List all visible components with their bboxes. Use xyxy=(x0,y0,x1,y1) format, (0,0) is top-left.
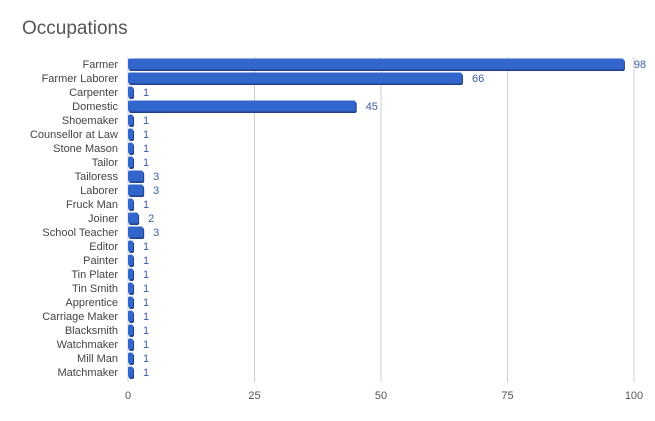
category-label: Painter xyxy=(83,255,118,267)
category-label: School Teacher xyxy=(42,227,118,239)
bar-matchmaker xyxy=(128,366,134,378)
bar-domestic xyxy=(128,100,356,112)
category-label: Matchmaker xyxy=(57,367,118,379)
data-label: 1 xyxy=(143,115,149,127)
category-label: Editor xyxy=(89,241,118,253)
category-label: Counsellor at Law xyxy=(30,129,118,141)
bar-carriage-maker xyxy=(128,310,134,322)
x-tick-label: 100 xyxy=(625,390,643,402)
data-label: 45 xyxy=(366,101,378,113)
category-label: Carriage Maker xyxy=(42,311,118,323)
bar-editor xyxy=(128,240,134,252)
category-label: Farmer xyxy=(83,59,119,71)
category-label: Fruck Man xyxy=(66,199,118,211)
bar-laborer xyxy=(128,184,144,196)
data-label: 1 xyxy=(143,255,149,267)
data-label: 66 xyxy=(472,73,484,85)
data-label: 98 xyxy=(634,59,646,71)
data-label: 1 xyxy=(143,87,149,99)
x-tick-label: 0 xyxy=(125,390,131,402)
bar-carpenter xyxy=(128,86,134,98)
data-label: 1 xyxy=(143,283,149,295)
bar-farmer xyxy=(128,58,624,70)
data-label: 2 xyxy=(148,213,154,225)
category-label: Stone Mason xyxy=(53,143,118,155)
data-label: 1 xyxy=(143,157,149,169)
category-label: Watchmaker xyxy=(57,339,119,351)
bar-stone-mason xyxy=(128,142,134,154)
category-label: Farmer Laborer xyxy=(42,73,119,85)
bar-school-teacher xyxy=(128,226,144,238)
data-label: 1 xyxy=(143,353,149,365)
category-label: Tin Plater xyxy=(71,269,118,281)
data-label: 3 xyxy=(153,171,159,183)
data-label: 1 xyxy=(143,325,149,337)
data-label: 1 xyxy=(143,143,149,155)
data-label: 3 xyxy=(153,185,159,197)
category-label: Domestic xyxy=(72,101,118,113)
category-label: Apprentice xyxy=(65,297,118,309)
data-label: 1 xyxy=(143,367,149,379)
bar-joiner xyxy=(128,212,139,224)
bar-tailor xyxy=(128,156,134,168)
bar-blacksmith xyxy=(128,324,134,336)
category-label: Tailoress xyxy=(75,171,119,183)
data-label: 1 xyxy=(143,199,149,211)
category-label: Carpenter xyxy=(69,87,118,99)
bars-group xyxy=(128,58,625,379)
chart-title: Occupations xyxy=(22,18,128,39)
bar-tin-smith xyxy=(128,282,134,294)
bar-painter xyxy=(128,254,134,266)
bar-fruck-man xyxy=(128,198,134,210)
category-label: Laborer xyxy=(80,185,118,197)
bar-apprentice xyxy=(128,296,134,308)
data-label: 1 xyxy=(143,269,149,281)
data-label: 1 xyxy=(143,311,149,323)
bar-tailoress xyxy=(128,170,144,182)
data-label: 1 xyxy=(143,129,149,141)
x-tick-label: 75 xyxy=(501,390,513,402)
category-label: Blacksmith xyxy=(65,325,118,337)
category-label: Mill Man xyxy=(77,353,118,365)
bar-shoemaker xyxy=(128,114,134,126)
data-label: 1 xyxy=(143,297,149,309)
bar-watchmaker xyxy=(128,338,134,350)
bar-tin-plater xyxy=(128,268,134,280)
category-labels-group: Farmer Farmer Laborer Carpenter Domestic Sho… xyxy=(30,59,119,379)
x-tick-label: 25 xyxy=(248,390,260,402)
data-label: 1 xyxy=(143,339,149,351)
category-label: Shoemaker xyxy=(62,115,119,127)
data-label: 1 xyxy=(143,241,149,253)
category-label: Joiner xyxy=(88,213,118,225)
category-label: Tin Smith xyxy=(72,283,118,295)
bar-counsellor-at-law xyxy=(128,128,134,140)
category-label: Tailor xyxy=(92,157,119,169)
data-label: 3 xyxy=(153,227,159,239)
bar-farmer-laborer xyxy=(128,72,462,84)
x-tick-label: 50 xyxy=(375,390,387,402)
x-tick-labels-group: 0 25 50 75 100 xyxy=(125,390,643,402)
bar-mill-man xyxy=(128,352,134,364)
